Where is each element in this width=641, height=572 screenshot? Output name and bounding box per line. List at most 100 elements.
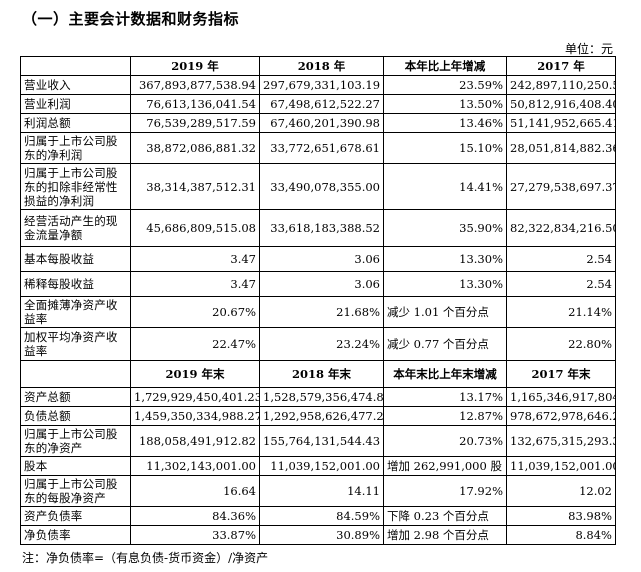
value-change: 14.41% bbox=[383, 163, 507, 210]
row-label: 归属于上市公司股东的净资产 bbox=[20, 425, 131, 457]
value-2018: 67,460,201,390.98 bbox=[259, 113, 384, 133]
header-cell-change: 本年比上年增减 bbox=[383, 56, 507, 76]
value-2019: 45,686,809,515.08 bbox=[130, 209, 260, 247]
row-label: 股本 bbox=[20, 456, 131, 476]
header-cell-2019-end: 2019 年末 bbox=[130, 360, 260, 388]
value-2019: 188,058,491,912.82 bbox=[130, 425, 260, 457]
value-2017: 22.80% bbox=[506, 327, 616, 361]
footnote: 注：净负债率=（有息负债-货币资金）/净资产 bbox=[22, 551, 269, 565]
value-2017: 11,039,152,001.00 bbox=[506, 456, 616, 476]
table-row: 净负债率 33.87% 30.89% 增加 2.98 个百分点 8.84% bbox=[20, 525, 616, 545]
value-change: 20.73% bbox=[383, 425, 507, 457]
value-change: 减少 0.77 个百分点 bbox=[383, 327, 507, 361]
value-2017: 1,165,346,917,804.55 bbox=[506, 387, 616, 407]
value-2018: 33,618,183,388.52 bbox=[259, 209, 384, 247]
row-label: 基本每股收益 bbox=[20, 246, 131, 272]
row-label: 归属于上市公司股东的每股净资产 bbox=[20, 475, 131, 507]
value-2018: 11,039,152,001.00 bbox=[259, 456, 384, 476]
section-title: （一）主要会计数据和财务指标 bbox=[22, 10, 240, 28]
value-2017: 978,672,978,646.26 bbox=[506, 406, 616, 426]
value-change: 23.59% bbox=[383, 75, 507, 95]
value-2019: 11,302,143,001.00 bbox=[130, 456, 260, 476]
row-label: 经营活动产生的现金流量净额 bbox=[20, 209, 131, 247]
header-cell-2017: 2017 年 bbox=[506, 56, 616, 76]
value-2018: 14.11 bbox=[259, 475, 384, 507]
table-row: 加权平均净资产收益率 22.47% 23.24% 减少 0.77 个百分点 22… bbox=[20, 327, 616, 361]
value-2018: 155,764,131,544.43 bbox=[259, 425, 384, 457]
table-row: 归属于上市公司股东的净资产 188,058,491,912.82 155,764… bbox=[20, 425, 616, 457]
row-label: 归属于上市公司股东的扣除非经常性损益的净利润 bbox=[20, 163, 131, 210]
row-label: 资产负债率 bbox=[20, 506, 131, 526]
table-row: 资产负债率 84.36% 84.59% 下降 0.23 个百分点 83.98% bbox=[20, 506, 616, 526]
value-2018: 23.24% bbox=[259, 327, 384, 361]
header-cell-change-end: 本年末比上年末增减 bbox=[383, 360, 507, 388]
value-change: 13.46% bbox=[383, 113, 507, 133]
value-2017: 51,141,952,665.41 bbox=[506, 113, 616, 133]
value-2017: 83.98% bbox=[506, 506, 616, 526]
value-change: 增加 262,991,000 股 bbox=[383, 456, 507, 476]
table-row: 利润总额 76,539,289,517.59 67,460,201,390.98… bbox=[20, 113, 616, 133]
header-row-year-end: 2019 年末 2018 年末 本年末比上年末增减 2017 年末 bbox=[20, 360, 616, 388]
financial-data-table: 2019 年 2018 年 本年比上年增减 2017 年 营业收入 367,89… bbox=[20, 56, 616, 545]
value-2017: 132,675,315,293.33 bbox=[506, 425, 616, 457]
row-label: 加权平均净资产收益率 bbox=[20, 327, 131, 361]
value-2019: 1,459,350,334,988.27 bbox=[130, 406, 260, 426]
row-label: 负债总额 bbox=[20, 406, 131, 426]
value-2018: 67,498,612,522.27 bbox=[259, 94, 384, 114]
value-2019: 3.47 bbox=[130, 246, 260, 272]
value-2018: 33,772,651,678.61 bbox=[259, 132, 384, 164]
value-2019: 20.67% bbox=[130, 296, 260, 328]
row-label: 稀释每股收益 bbox=[20, 271, 131, 297]
header-cell-blank bbox=[20, 360, 131, 388]
value-2018: 84.59% bbox=[259, 506, 384, 526]
value-2017: 82,322,834,216.50 bbox=[506, 209, 616, 247]
row-label: 资产总额 bbox=[20, 387, 131, 407]
value-change: 13.30% bbox=[383, 246, 507, 272]
value-2019: 1,729,929,450,401.23 bbox=[130, 387, 260, 407]
table-row: 归属于上市公司股东的扣除非经常性损益的净利润 38,314,387,512.31… bbox=[20, 163, 616, 210]
value-2018: 33,490,078,355.00 bbox=[259, 163, 384, 210]
value-2019: 3.47 bbox=[130, 271, 260, 297]
header-cell-2017-end: 2017 年末 bbox=[506, 360, 616, 388]
table-row: 负债总额 1,459,350,334,988.27 1,292,958,626,… bbox=[20, 406, 616, 426]
value-change: 17.92% bbox=[383, 475, 507, 507]
value-2019: 367,893,877,538.94 bbox=[130, 75, 260, 95]
value-2017: 242,897,110,250.52 bbox=[506, 75, 616, 95]
value-2017: 2.54 bbox=[506, 271, 616, 297]
value-2017: 8.84% bbox=[506, 525, 616, 545]
value-2018: 3.06 bbox=[259, 271, 384, 297]
table-row: 稀释每股收益 3.47 3.06 13.30% 2.54 bbox=[20, 271, 616, 297]
table-row: 经营活动产生的现金流量净额 45,686,809,515.08 33,618,1… bbox=[20, 209, 616, 247]
value-2017: 2.54 bbox=[506, 246, 616, 272]
value-2019: 38,314,387,512.31 bbox=[130, 163, 260, 210]
value-change: 15.10% bbox=[383, 132, 507, 164]
value-2017: 28,051,814,882.36 bbox=[506, 132, 616, 164]
value-change: 增加 2.98 个百分点 bbox=[383, 525, 507, 545]
row-label: 归属于上市公司股东的净利润 bbox=[20, 132, 131, 164]
header-cell-2018-end: 2018 年末 bbox=[259, 360, 384, 388]
value-2017: 21.14% bbox=[506, 296, 616, 328]
table-row: 营业利润 76,613,136,041.54 67,498,612,522.27… bbox=[20, 94, 616, 114]
row-label: 利润总额 bbox=[20, 113, 131, 133]
value-2019: 22.47% bbox=[130, 327, 260, 361]
row-label: 营业收入 bbox=[20, 75, 131, 95]
value-2018: 21.68% bbox=[259, 296, 384, 328]
table-row: 基本每股收益 3.47 3.06 13.30% 2.54 bbox=[20, 246, 616, 272]
table-row: 资产总额 1,729,929,450,401.23 1,528,579,356,… bbox=[20, 387, 616, 407]
table-row: 营业收入 367,893,877,538.94 297,679,331,103.… bbox=[20, 75, 616, 95]
value-change: 13.17% bbox=[383, 387, 507, 407]
header-row-annual: 2019 年 2018 年 本年比上年增减 2017 年 bbox=[20, 56, 616, 76]
value-2018: 297,679,331,103.19 bbox=[259, 75, 384, 95]
value-change: 13.30% bbox=[383, 271, 507, 297]
value-2017: 12.02 bbox=[506, 475, 616, 507]
value-2018: 1,292,958,626,477.23 bbox=[259, 406, 384, 426]
header-cell-2018: 2018 年 bbox=[259, 56, 384, 76]
value-2018: 1,528,579,356,474.81 bbox=[259, 387, 384, 407]
value-2019: 33.87% bbox=[130, 525, 260, 545]
value-2019: 38,872,086,881.32 bbox=[130, 132, 260, 164]
value-2017: 27,279,538,697.37 bbox=[506, 163, 616, 210]
value-2018: 3.06 bbox=[259, 246, 384, 272]
table-row: 归属于上市公司股东的净利润 38,872,086,881.32 33,772,6… bbox=[20, 132, 616, 164]
value-2019: 16.64 bbox=[130, 475, 260, 507]
value-2019: 84.36% bbox=[130, 506, 260, 526]
